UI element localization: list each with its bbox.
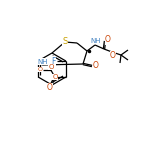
Text: O: O — [37, 67, 42, 72]
Text: NH: NH — [91, 38, 101, 44]
Text: O: O — [110, 51, 116, 60]
Text: O: O — [93, 62, 99, 71]
Text: S: S — [62, 38, 68, 47]
Text: O: O — [48, 64, 54, 70]
Text: O: O — [105, 36, 111, 45]
Text: NH: NH — [37, 59, 47, 64]
Text: F: F — [51, 57, 55, 66]
Text: O: O — [52, 74, 58, 80]
Text: O: O — [47, 83, 53, 93]
